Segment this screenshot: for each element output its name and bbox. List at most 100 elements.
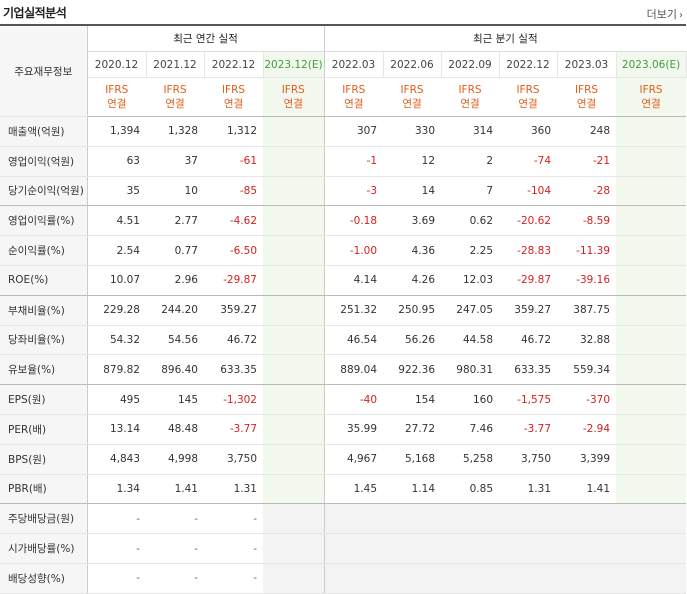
table-cell: -74 [499, 146, 558, 177]
table-cell: 46.54 [324, 325, 384, 356]
table-cell [263, 444, 325, 475]
consolidated-label: 연결 [641, 98, 661, 110]
table-cell: 5,258 [441, 444, 500, 475]
period-header: 2023.06(E) [616, 51, 687, 78]
table-cell: 35.99 [324, 414, 384, 445]
table-cell: 12.03 [441, 265, 500, 296]
table-cell [263, 533, 325, 564]
table-cell: -20.62 [499, 205, 558, 237]
table-cell: 2.96 [146, 265, 204, 296]
table-row: 부채비율(%) 229.28 244.20 359.27 251.32 250.95 247… [0, 295, 687, 326]
table-cell [441, 533, 500, 564]
financial-summary-table: 주요재무정보 최근 연간 실적 최근 분기 실적 2020.12 2021.12 2022… [0, 24, 687, 594]
table-cell: 4.26 [383, 265, 442, 296]
table-cell: 330 [383, 116, 442, 147]
table-cell: 3.69 [383, 205, 442, 237]
table-cell: 250.95 [383, 295, 442, 326]
table-cell: -3.77 [499, 414, 558, 445]
table-row: EPS(원) 495 145 -1,302 -40 154 160 -1,575 -370 [0, 384, 687, 415]
table-cell [557, 533, 617, 564]
table-cell [324, 503, 384, 535]
table-cell: - [87, 533, 146, 564]
table-cell [441, 563, 500, 594]
table-cell: - [87, 503, 146, 535]
table-cell: -21 [557, 146, 617, 177]
table-cell: -4.62 [204, 205, 263, 237]
table-cell: 889.04 [324, 354, 384, 386]
table-cell [383, 563, 442, 594]
ifrs-label: IFRS [163, 84, 187, 96]
table-cell [263, 265, 325, 296]
table-cell: 154 [383, 384, 442, 415]
table-cell: -61 [204, 146, 263, 177]
row-label: BPS(원) [0, 444, 88, 475]
table-cell: 63 [87, 146, 146, 177]
table-cell: 922.36 [383, 354, 442, 386]
table-cell: 4,967 [324, 444, 384, 475]
consolidated-label: 연결 [576, 98, 597, 110]
table-cell: 7.46 [441, 414, 500, 445]
accounting-standard: IFRS 연결 [557, 77, 617, 117]
accounting-standard: IFRS 연결 [383, 77, 442, 117]
table-cell: 1.41 [557, 474, 617, 505]
table-cell [263, 295, 325, 326]
ifrs-label: IFRS [639, 84, 663, 96]
table-row: 시가배당률(%) - - - [0, 533, 687, 564]
row-label: 시가배당률(%) [0, 533, 88, 564]
table-cell: 633.35 [499, 354, 558, 386]
table-cell: -1,575 [499, 384, 558, 415]
table-cell: -1,302 [204, 384, 263, 415]
table-cell: 360 [499, 116, 558, 147]
table-cell: 2.25 [441, 235, 500, 266]
table-cell [616, 354, 687, 386]
table-cell: 248 [557, 116, 617, 147]
table-cell [263, 205, 325, 237]
more-link[interactable]: 더보기 › [647, 6, 683, 22]
consolidated-label: 연결 [460, 98, 480, 110]
table-cell: 4.51 [87, 205, 146, 237]
table-cell: 1.45 [324, 474, 384, 505]
table-cell [263, 384, 325, 415]
table-cell: 14 [383, 176, 442, 207]
table-cell: -3 [324, 176, 384, 207]
ifrs-label: IFRS [400, 84, 424, 96]
table-cell [616, 295, 687, 326]
table-cell [616, 384, 687, 415]
table-row: 매출액(억원) 1,394 1,328 1,312 307 330 314 360 248 [0, 116, 687, 147]
table-cell: -370 [557, 384, 617, 415]
row-label: EPS(원) [0, 384, 88, 415]
table-cell [616, 325, 687, 356]
table-cell: -28 [557, 176, 617, 207]
table-cell: -85 [204, 176, 263, 207]
table-cell: 1.14 [383, 474, 442, 505]
table-cell: 10 [146, 176, 204, 207]
table-cell [383, 533, 442, 564]
row-label: 주당배당금(원) [0, 503, 88, 535]
table-cell: 54.56 [146, 325, 204, 356]
table-cell: 980.31 [441, 354, 500, 386]
row-label: 배당성향(%) [0, 563, 88, 594]
table-cell: - [204, 533, 263, 564]
table-cell: 359.27 [204, 295, 263, 326]
table-cell: -11.39 [557, 235, 617, 266]
table-cell: 160 [441, 384, 500, 415]
period-header: 2022.12 [499, 51, 558, 78]
table-row: BPS(원) 4,843 4,998 3,750 4,967 5,168 5,258 3,75… [0, 444, 687, 475]
table-cell: 1.31 [204, 474, 263, 505]
table-cell: 145 [146, 384, 204, 415]
table-cell: 48.48 [146, 414, 204, 445]
table-cell [499, 563, 558, 594]
table-cell: 314 [441, 116, 500, 147]
table-cell: 54.32 [87, 325, 146, 356]
table-cell [616, 265, 687, 296]
table-row: 당좌비율(%) 54.32 54.56 46.72 46.54 56.26 44.58 46.… [0, 325, 687, 356]
table-cell [616, 563, 687, 594]
table-cell: 3,750 [204, 444, 263, 475]
section-title: 기업실적분석 [3, 6, 67, 20]
table-cell [263, 146, 325, 177]
table-cell: - [146, 563, 204, 594]
accounting-standard: IFRS 연결 [324, 77, 384, 117]
row-label: ROE(%) [0, 265, 88, 296]
table-cell [263, 414, 325, 445]
table-cell: - [146, 533, 204, 564]
